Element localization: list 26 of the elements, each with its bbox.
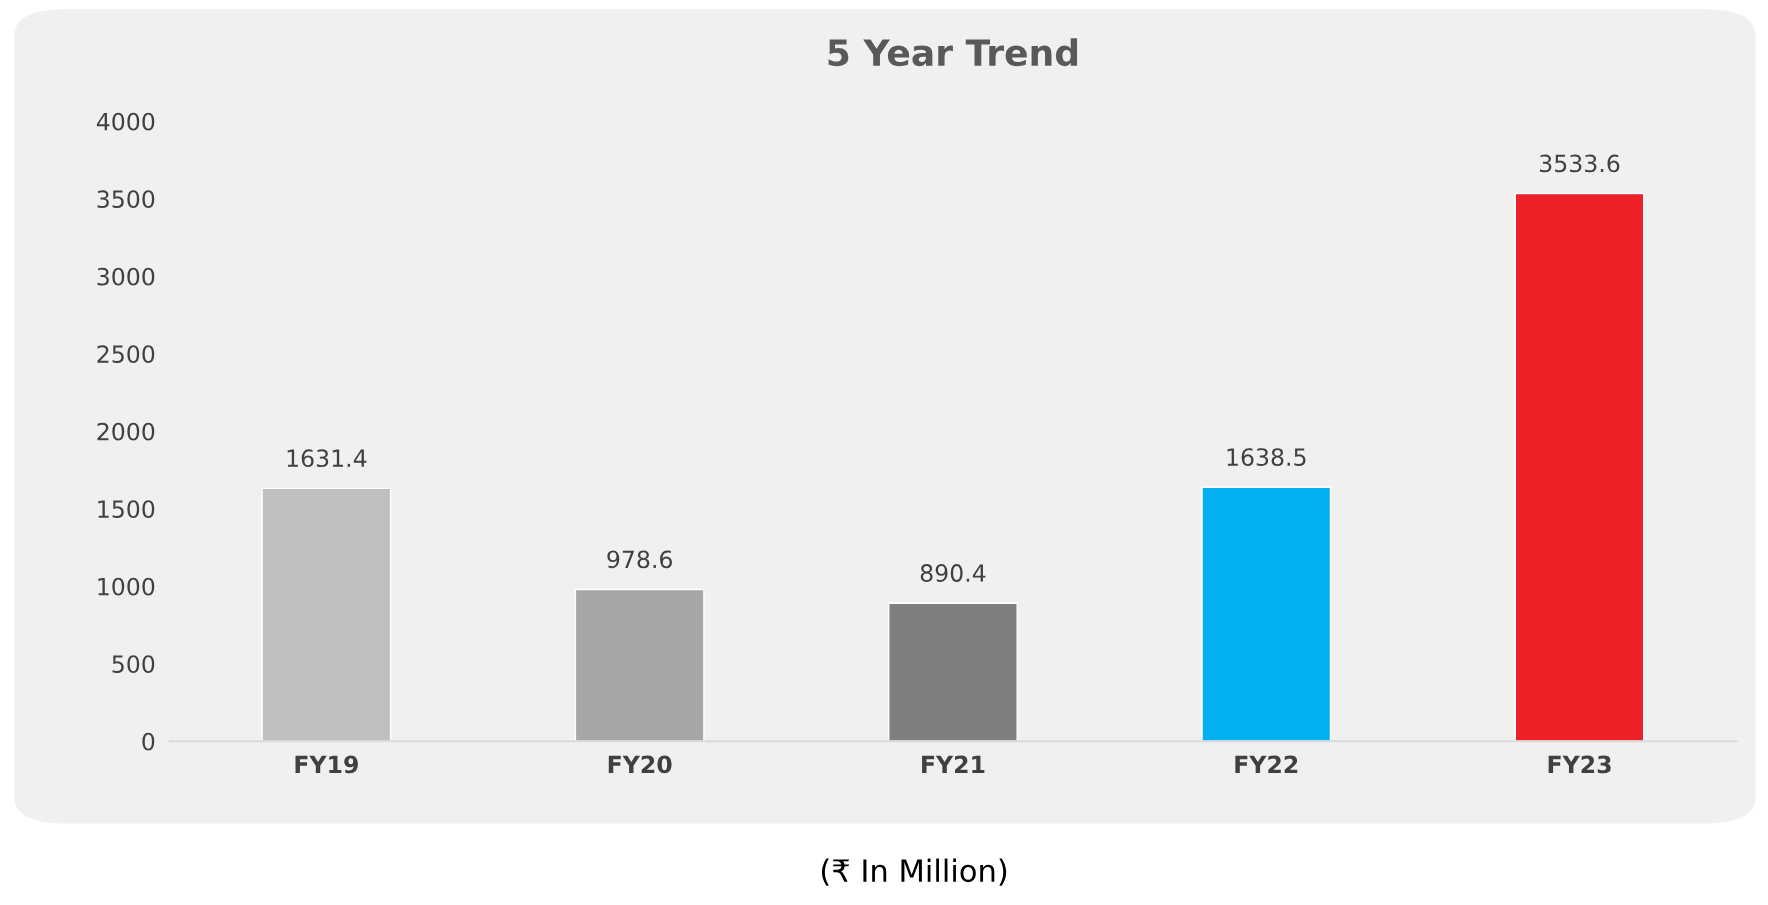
x-tick-label: FY22 [1235,755,1298,774]
y-tick-label: 1000 [98,577,155,596]
data-label: 3533.6 [1540,154,1620,173]
x-tick-label: FY20 [608,755,672,774]
y-tick-label: 1500 [98,500,155,519]
bar [888,602,1018,742]
text: (₹ In Million) [821,858,1007,886]
bar [1514,192,1645,742]
data-label: 890.4 [920,564,986,582]
y-tick-label: 4000 [96,112,155,131]
y-tick-label: 0 [142,732,155,751]
y-tick-label: 2500 [97,345,155,364]
bar [1201,486,1332,742]
data-label: 1638.5 [1227,448,1306,467]
data-label: 978.6 [607,550,672,569]
y-tick-label: 3000 [97,267,155,286]
x-tick-label: FY19 [295,755,358,774]
x-tick-label: FY23 [1548,755,1611,774]
y-tick-label: 3500 [97,190,155,209]
y-tick-label: 500 [112,655,155,674]
y-tick-label: 2000 [97,422,155,441]
bar [261,487,392,742]
data-label: 1631.4 [287,449,367,468]
bar [574,588,705,742]
x-tick-label: FY21 [922,755,985,774]
chart-title: 5 Year Trend [828,38,1078,67]
